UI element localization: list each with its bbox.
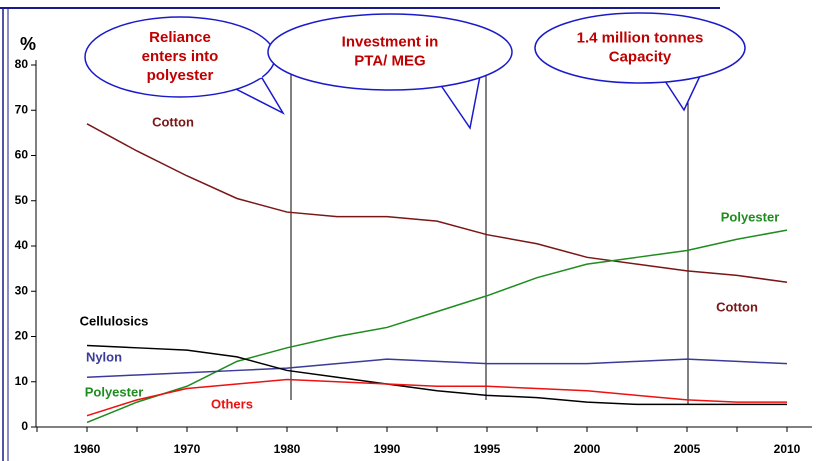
callout-text: polyester <box>147 67 214 84</box>
callout: Investment in PTA/ MEG <box>267 13 513 130</box>
x-tick-label: 1980 <box>274 442 301 456</box>
x-tick-label: 1990 <box>374 442 401 456</box>
callout-text: Capacity <box>609 48 672 65</box>
series-label: Others <box>211 396 253 411</box>
callout-shape <box>664 72 701 81</box>
series-line <box>86 358 788 378</box>
x-tick-label: 1995 <box>474 442 501 456</box>
x-tick-label: 1960 <box>74 442 101 456</box>
callout-text: Investment in <box>342 33 439 50</box>
x-tick-label: 2010 <box>774 442 801 456</box>
y-tick-label: 50 <box>15 193 29 207</box>
x-tick-label: 2005 <box>674 442 701 456</box>
series-label: Cotton <box>716 299 758 314</box>
x-tick-label: 1970 <box>174 442 201 456</box>
series-label: Polyester <box>85 384 144 399</box>
series-line <box>86 229 788 424</box>
series-line <box>86 123 788 283</box>
callout-shape <box>229 74 263 86</box>
series-line <box>86 344 787 406</box>
callout-shape <box>534 12 746 84</box>
callout-text: Reliance <box>149 29 211 46</box>
series-label: Cellulosics <box>80 313 149 328</box>
series-label: Cotton <box>152 114 194 129</box>
y-tick-label: 80 <box>15 57 29 71</box>
callout-text: PTA/ MEG <box>354 52 425 69</box>
series-line <box>86 378 787 417</box>
series-label: Polyester <box>721 209 780 224</box>
y-axis-label: % <box>20 34 36 54</box>
callout: 1.4 million tonnes Capacity <box>534 12 746 112</box>
y-tick-label: 70 <box>15 102 29 116</box>
y-tick-label: 0 <box>21 419 28 433</box>
series-label: Nylon <box>86 349 122 364</box>
x-tick-label: 2000 <box>574 442 601 456</box>
y-tick-label: 20 <box>15 329 29 343</box>
y-tick-label: 10 <box>15 374 29 388</box>
callout-shape <box>439 72 481 84</box>
callout-shape <box>267 13 513 91</box>
y-tick-label: 30 <box>15 283 29 297</box>
y-tick-label: 40 <box>15 238 29 252</box>
y-tick-label: 60 <box>15 148 29 162</box>
callout-text: 1.4 million tonnes <box>577 29 704 46</box>
callout: Reliance enters into polyester <box>84 16 285 115</box>
callout-text: enters into <box>142 48 219 65</box>
